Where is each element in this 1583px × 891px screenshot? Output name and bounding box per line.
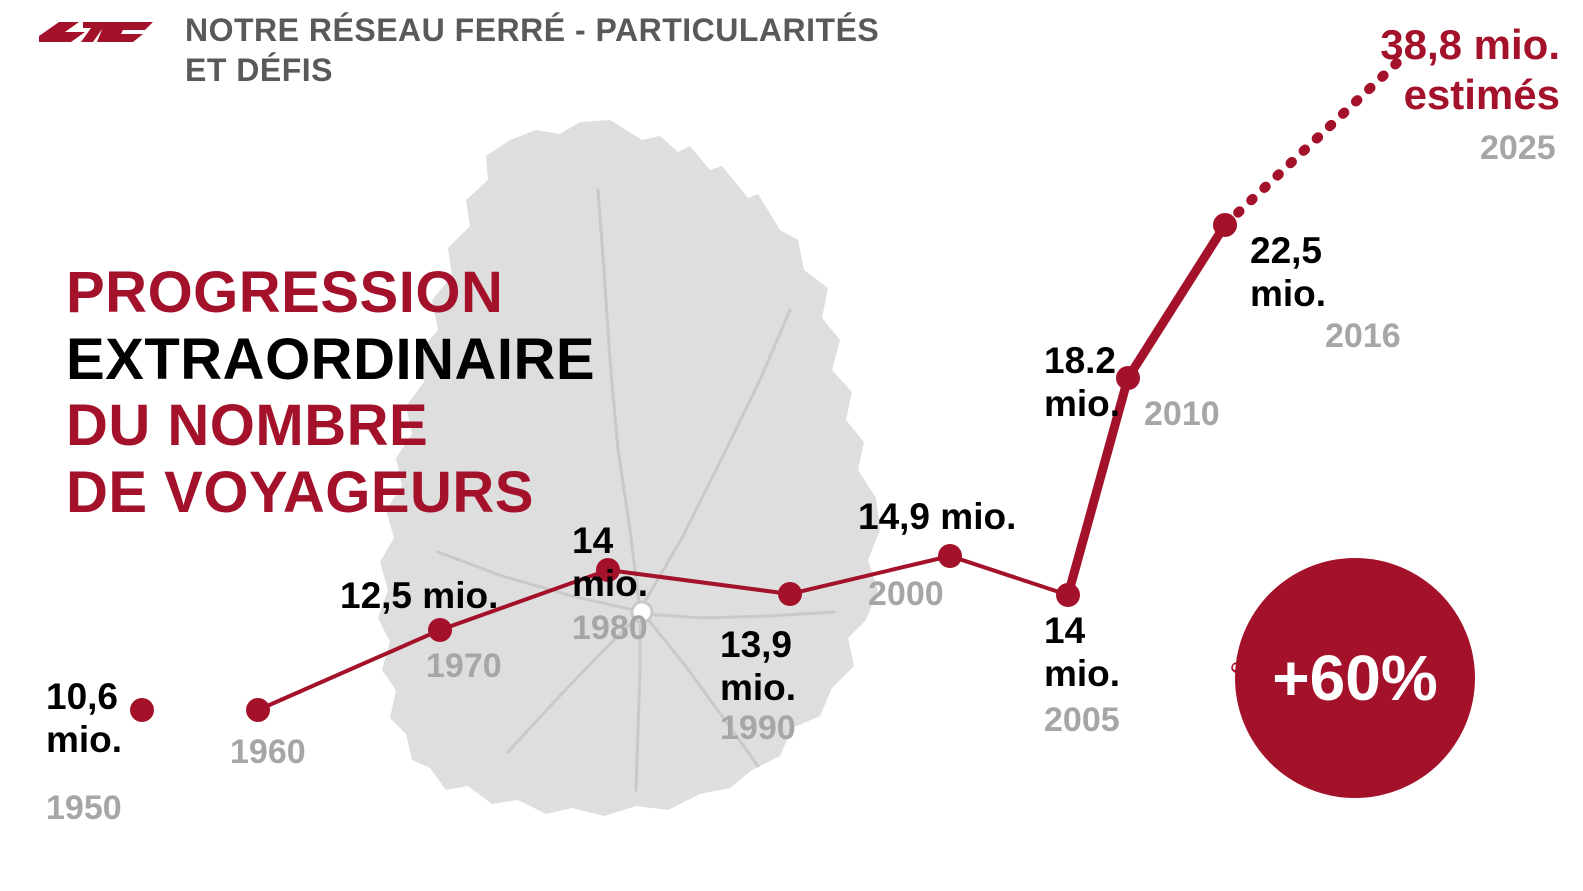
value-1950: 10,6 mio. (46, 676, 156, 761)
year-1990: 1990 (720, 710, 796, 747)
growth-badge: en 10 ans de 2005 A 2015 +60% (1235, 558, 1475, 798)
value-2025: 38,8 mio. estimés (1360, 20, 1560, 119)
chart-marker (246, 698, 270, 722)
value-1990: 13,9 mio. (720, 624, 830, 709)
chart-marker (1213, 213, 1237, 237)
year-1950: 1950 (46, 790, 122, 827)
value-2016: 22,5 mio. (1250, 230, 1350, 315)
chart-marker (1056, 583, 1080, 607)
chart-marker (938, 544, 962, 568)
year-2016: 2016 (1325, 318, 1401, 355)
year-2010: 2010 (1144, 396, 1204, 433)
value-2000: 14,9 mio. (858, 496, 1016, 539)
badge-arc-text: en 10 ans de 2005 A 2015 (1205, 528, 1505, 828)
chart-marker (428, 618, 452, 642)
value-1980: 14 mio. (572, 520, 662, 605)
year-1970: 1970 (426, 648, 486, 685)
year-2005: 2005 (1044, 702, 1120, 739)
value-2005: 14 mio. (1044, 610, 1134, 695)
value-1970: 12,5 mio. (340, 575, 498, 618)
year-2025: 2025 (1480, 130, 1556, 167)
year-2000: 2000 (868, 576, 944, 613)
slide: NOTRE RÉSEAU FERRÉ - PARTICULARITÉS ET D… (0, 0, 1583, 891)
value-2010: 18.2 mio. (1044, 340, 1144, 425)
year-1980: 1980 (572, 610, 632, 647)
year-1960: 1960 (230, 734, 290, 771)
svg-text:en 10 ans de 2005 A 2015: en 10 ans de 2005 A 2015 (1222, 582, 1473, 679)
chart-marker (778, 582, 802, 606)
